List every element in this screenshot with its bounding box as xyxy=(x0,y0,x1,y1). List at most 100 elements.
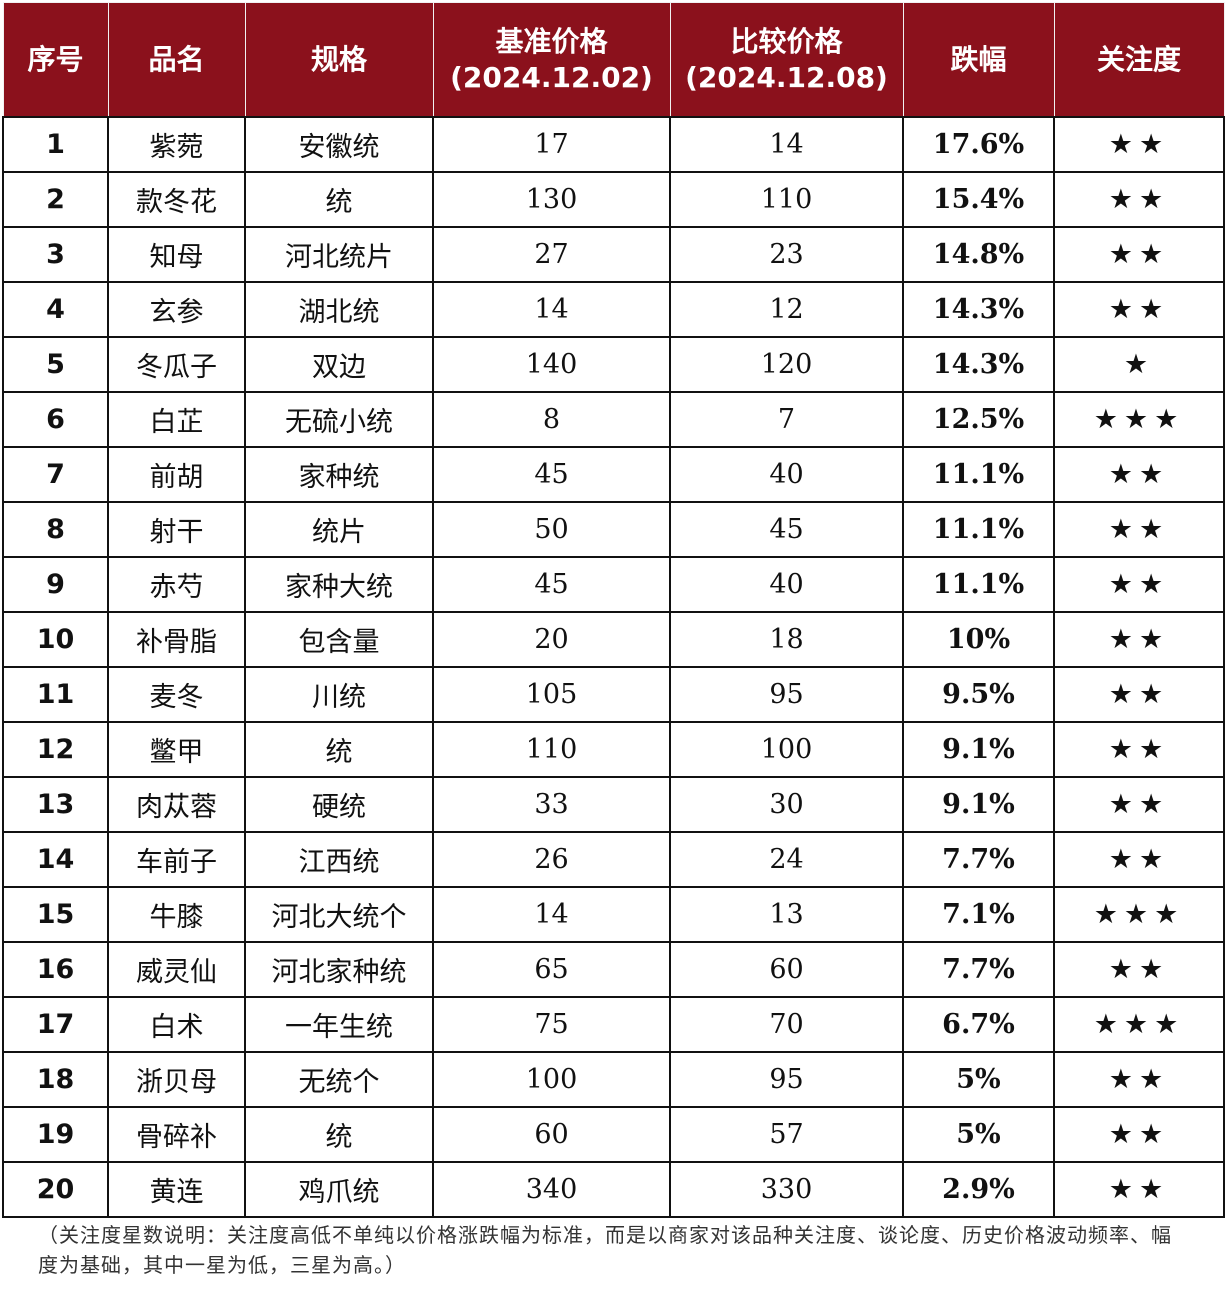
header-compare-price-date: (2024.12.08) xyxy=(685,60,888,94)
cell-change: 2.9% xyxy=(902,1161,1055,1218)
attention-footnote: （关注度星数说明：关注度高低不单纯以价格涨跌幅为标准，而是以商家对该品种关注度、… xyxy=(38,1223,1172,1277)
cell-index: 3 xyxy=(2,226,109,283)
cell-change: 7.7% xyxy=(902,941,1055,998)
cell-name: 浙贝母 xyxy=(107,1051,246,1108)
cell-base-price: 20 xyxy=(432,611,671,668)
cell-change: 11.1% xyxy=(902,556,1055,613)
cell-name: 白芷 xyxy=(107,391,246,448)
table-row: 8 射干 统片 50 45 11.1% ★★ xyxy=(2,501,1225,558)
table-row: 4 玄参 湖北统 14 12 14.3% ★★ xyxy=(2,281,1225,338)
cell-name: 赤芍 xyxy=(107,556,246,613)
cell-change: 10% xyxy=(902,611,1055,668)
cell-spec: 湖北统 xyxy=(244,281,434,338)
cell-compare-price: 13 xyxy=(669,886,904,943)
cell-attention-stars: ★★★ xyxy=(1053,886,1225,943)
cell-base-price: 8 xyxy=(432,391,671,448)
cell-index: 7 xyxy=(2,446,109,503)
cell-compare-price: 60 xyxy=(669,941,904,998)
cell-spec: 河北统片 xyxy=(244,226,434,283)
cell-attention-stars: ★★ xyxy=(1053,776,1225,833)
cell-index: 6 xyxy=(2,391,109,448)
table-row: 1 紫菀 安徽统 17 14 17.6% ★★ xyxy=(2,116,1225,173)
cell-attention-stars: ★ xyxy=(1053,336,1225,393)
cell-change: 14.8% xyxy=(902,226,1055,283)
cell-compare-price: 40 xyxy=(669,446,904,503)
cell-change: 5% xyxy=(902,1051,1055,1108)
cell-spec: 江西统 xyxy=(244,831,434,888)
cell-change: 7.1% xyxy=(902,886,1055,943)
cell-spec: 家种大统 xyxy=(244,556,434,613)
cell-index: 10 xyxy=(2,611,109,668)
cell-change: 9.1% xyxy=(902,721,1055,778)
cell-spec: 包含量 xyxy=(244,611,434,668)
table-row: 13 肉苁蓉 硬统 33 30 9.1% ★★ xyxy=(2,776,1225,833)
cell-index: 15 xyxy=(2,886,109,943)
cell-base-price: 45 xyxy=(432,446,671,503)
cell-name: 鳖甲 xyxy=(107,721,246,778)
cell-name: 玄参 xyxy=(107,281,246,338)
cell-base-price: 27 xyxy=(432,226,671,283)
cell-change: 9.5% xyxy=(902,666,1055,723)
cell-base-price: 105 xyxy=(432,666,671,723)
cell-compare-price: 40 xyxy=(669,556,904,613)
cell-index: 12 xyxy=(2,721,109,778)
cell-attention-stars: ★★ xyxy=(1053,556,1225,613)
cell-compare-price: 70 xyxy=(669,996,904,1053)
cell-base-price: 340 xyxy=(432,1161,671,1218)
cell-change: 11.1% xyxy=(902,501,1055,558)
cell-attention-stars: ★★ xyxy=(1053,226,1225,283)
cell-spec: 一年生统 xyxy=(244,996,434,1053)
cell-index: 13 xyxy=(2,776,109,833)
price-table-container: 序号 品名 规格 基准价格 (2024.12.02) 比较价格 (2024.12… xyxy=(2,2,1225,1218)
cell-compare-price: 95 xyxy=(669,666,904,723)
cell-compare-price: 110 xyxy=(669,171,904,228)
cell-spec: 鸡爪统 xyxy=(244,1161,434,1218)
cell-base-price: 17 xyxy=(432,116,671,173)
table-row: 19 骨碎补统 60 57 5% ★★ xyxy=(2,1106,1225,1163)
cell-index: 1 xyxy=(2,116,109,173)
cell-index: 19 xyxy=(2,1106,109,1163)
cell-spec: 双边 xyxy=(244,336,434,393)
cell-spec: 河北家种统 xyxy=(244,941,434,998)
cell-spec: 无硫小统 xyxy=(244,391,434,448)
cell-change: 14.3% xyxy=(902,281,1055,338)
cell-base-price: 50 xyxy=(432,501,671,558)
table-row: 10 补骨脂 包含量 20 18 10% ★★ xyxy=(2,611,1225,668)
cell-attention-stars: ★★ xyxy=(1053,721,1225,778)
cell-compare-price: 24 xyxy=(669,831,904,888)
cell-name: 款冬花 xyxy=(107,171,246,228)
cell-change: 5% xyxy=(902,1106,1055,1163)
table-row: 5 冬瓜子 双边 140 120 14.3% ★ xyxy=(2,336,1225,393)
table-row: 3 知母 河北统片 27 23 14.8% ★★ xyxy=(2,226,1225,283)
cell-base-price: 65 xyxy=(432,941,671,998)
cell-index: 9 xyxy=(2,556,109,613)
header-base-price-label: 基准价格 xyxy=(495,24,608,58)
cell-name: 补骨脂 xyxy=(107,611,246,668)
cell-name: 白术 xyxy=(107,996,246,1053)
cell-name: 冬瓜子 xyxy=(107,336,246,393)
cell-change: 14.3% xyxy=(902,336,1055,393)
cell-index: 8 xyxy=(2,501,109,558)
cell-spec: 统片 xyxy=(244,501,434,558)
cell-name: 骨碎补 xyxy=(107,1106,246,1163)
table-row: 18 浙贝母 无统个 100 95 5% ★★ xyxy=(2,1051,1225,1108)
cell-name: 知母 xyxy=(107,226,246,283)
cell-name: 威灵仙 xyxy=(107,941,246,998)
header-index: 序号 xyxy=(2,2,109,118)
cell-attention-stars: ★★★ xyxy=(1053,391,1225,448)
cell-name: 射干 xyxy=(107,501,246,558)
table-row: 2 款冬花统 130 110 15.4% ★★ xyxy=(2,171,1225,228)
cell-base-price: 45 xyxy=(432,556,671,613)
cell-name: 车前子 xyxy=(107,831,246,888)
cell-index: 17 xyxy=(2,996,109,1053)
cell-index: 20 xyxy=(2,1161,109,1218)
cell-compare-price: 330 xyxy=(669,1161,904,1218)
cell-attention-stars: ★★ xyxy=(1053,171,1225,228)
cell-spec: 硬统 xyxy=(244,776,434,833)
cell-base-price: 100 xyxy=(432,1051,671,1108)
cell-compare-price: 95 xyxy=(669,1051,904,1108)
cell-compare-price: 14 xyxy=(669,116,904,173)
cell-name: 牛膝 xyxy=(107,886,246,943)
table-row: 9 赤芍 家种大统 45 40 11.1% ★★ xyxy=(2,556,1225,613)
cell-spec: 川统 xyxy=(244,666,434,723)
